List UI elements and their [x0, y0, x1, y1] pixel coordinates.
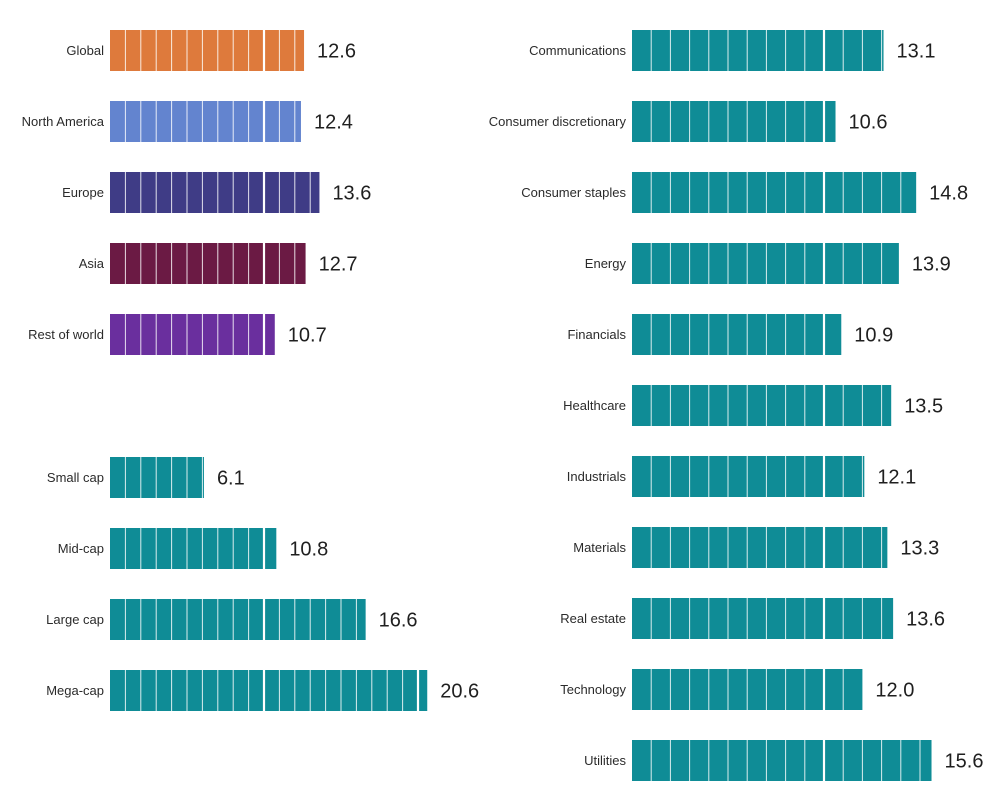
- bar: [110, 30, 305, 71]
- value-label: 15.6: [945, 751, 984, 773]
- bar: [632, 740, 932, 781]
- value-label: 13.6: [332, 183, 371, 205]
- bar: [110, 599, 366, 640]
- value-label: 13.1: [897, 41, 936, 63]
- value-label: 12.7: [319, 254, 358, 276]
- market-cap-chart: Small cap 6.1 Mid-cap 10.8 Large cap 16.6 Mega…: [46, 457, 479, 711]
- sector-chart: Communications 13.1 Consumer discretionary…: [489, 30, 984, 781]
- category-label: Materials: [573, 540, 626, 555]
- value-label: 12.6: [317, 41, 356, 63]
- category-label: Healthcare: [563, 398, 626, 413]
- bar: [110, 528, 277, 569]
- bar: [632, 172, 917, 213]
- value-label: 12.0: [875, 680, 914, 702]
- value-label: 10.9: [854, 325, 893, 347]
- bar: [632, 243, 899, 284]
- value-label: 13.6: [906, 609, 945, 631]
- bar: [632, 598, 894, 639]
- category-label: Financials: [567, 327, 626, 342]
- category-label: Real estate: [560, 611, 626, 626]
- region-chart: Global 12.6 North America 12.4 Europe 13.6 Asi…: [22, 30, 371, 355]
- category-label: Rest of world: [28, 327, 104, 342]
- bar: [110, 101, 301, 142]
- category-label: Utilities: [584, 753, 626, 768]
- bar: [632, 101, 836, 142]
- category-label: Communications: [529, 43, 626, 58]
- bar: [110, 172, 320, 213]
- bar: [110, 243, 306, 284]
- category-label: North America: [22, 114, 105, 129]
- category-label: Small cap: [47, 470, 104, 485]
- bar: [632, 527, 888, 568]
- value-label: 13.3: [900, 538, 939, 560]
- value-label: 16.6: [379, 610, 418, 632]
- bar: [632, 314, 842, 355]
- value-label: 10.6: [849, 112, 888, 134]
- value-label: 6.1: [217, 468, 245, 490]
- bar: [632, 30, 884, 71]
- category-label: Large cap: [46, 612, 104, 627]
- bar: [632, 385, 892, 426]
- value-label: 20.6: [440, 681, 479, 703]
- value-label: 12.4: [314, 112, 353, 134]
- category-label: Consumer staples: [521, 185, 626, 200]
- category-label: Global: [66, 43, 104, 58]
- value-label: 13.9: [912, 254, 951, 276]
- category-label: Consumer discretionary: [489, 114, 627, 129]
- category-label: Europe: [62, 185, 104, 200]
- category-label: Technology: [560, 682, 626, 697]
- category-label: Mega-cap: [46, 683, 104, 698]
- value-label: 13.5: [904, 396, 943, 418]
- value-label: 10.8: [289, 539, 328, 561]
- category-label: Industrials: [567, 469, 627, 484]
- bar: [110, 670, 428, 711]
- category-label: Asia: [79, 256, 105, 271]
- value-label: 10.7: [288, 325, 327, 347]
- bar: [110, 314, 275, 355]
- category-label: Mid-cap: [58, 541, 104, 556]
- value-label: 12.1: [877, 467, 916, 489]
- value-label: 14.8: [929, 183, 968, 205]
- bar: [110, 457, 204, 498]
- category-label: Energy: [585, 256, 627, 271]
- bar: [632, 456, 865, 497]
